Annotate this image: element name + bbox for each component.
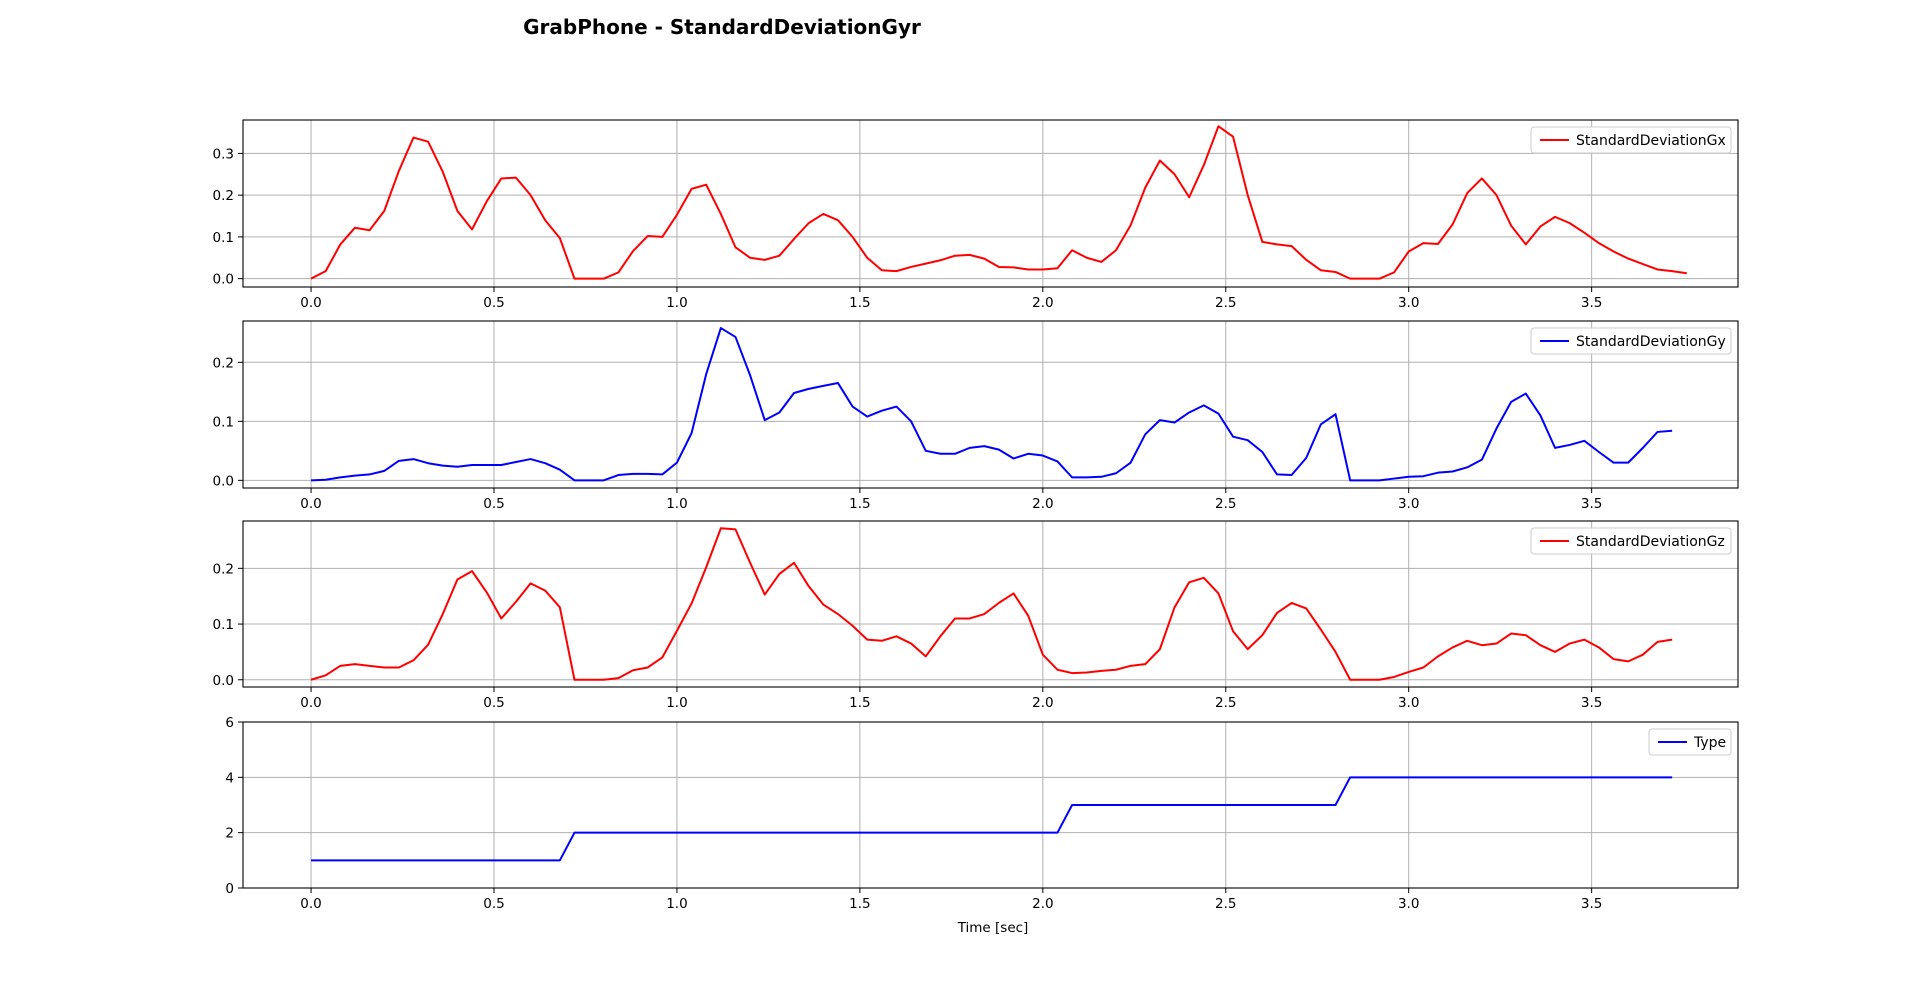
subplot-3: 0.0 0.5 1.0 1.5 2.0 2.5 3.0 3.5 0.0 0.1 0.2 Standar… [213,520,1739,711]
y-tick-label: 0.2 [213,355,234,371]
x-tick-label: 0.5 [483,496,504,512]
x-tick-label: 0.5 [483,896,504,912]
y-tick-label: 0.2 [213,188,234,204]
legend: Type [1648,728,1732,756]
x-tick-label: 3.0 [1398,695,1419,711]
x-tick-label: 0.5 [483,295,504,311]
x-tick-label: 1.0 [666,695,687,711]
legend-label: StandardDeviationGz [1576,534,1725,550]
series-line-Type [311,776,1673,862]
y-tick-label: 0.2 [213,561,234,577]
x-tick-label: 2.5 [1215,896,1236,912]
series-line-StandardDeviationGz [310,527,1673,681]
x-tick-label: 0.0 [300,695,321,711]
subplot-4: 0.0 0.5 1.0 1.5 2.0 2.5 3.0 3.5 0 2 4 6 Type [225,715,1739,912]
x-tick-label: 3.5 [1581,496,1602,512]
x-tick-label: 1.5 [849,496,870,512]
y-tick-label: 0.0 [213,473,234,489]
x-tick-label: 2.5 [1215,695,1236,711]
axes-frame [242,320,1739,489]
legend-box [1530,527,1732,555]
x-tick-label: 3.0 [1398,496,1419,512]
legend-box [1530,126,1732,154]
x-tick-label: 0.0 [300,896,321,912]
x-tick-label: 3.0 [1398,896,1419,912]
subplots: 0.0 0.5 1.0 1.5 2.0 2.5 3.0 3.5 0.0 0.1 0.2 0.3 Stan… [213,119,1739,912]
x-tick-label: 2.0 [1032,896,1053,912]
x-tick-label: 1.5 [849,896,870,912]
x-tick-label: 1.0 [666,295,687,311]
axes-frame [242,520,1739,688]
y-tick-label: 0.0 [213,673,234,689]
legend-label: Type [1693,735,1726,751]
legend-box [1648,728,1732,756]
x-tick-label: 1.0 [666,896,687,912]
y-tick-label: 6 [225,715,234,731]
x-tick-label: 1.5 [849,295,870,311]
legend-label: StandardDeviationGx [1576,133,1726,149]
legend: StandardDeviationGy [1530,327,1732,355]
legend: StandardDeviationGx [1530,126,1732,154]
y-tick-label: 0 [225,881,234,897]
x-tick-label: 1.5 [849,695,870,711]
x-tick-label: 1.0 [666,496,687,512]
x-axis-label: Time [sec] [957,920,1029,936]
y-tick-label: 0.1 [213,414,234,430]
subplot-2: 0.0 0.5 1.0 1.5 2.0 2.5 3.0 3.5 0.0 0.1 0.2 Standar… [213,320,1739,512]
x-tick-label: 0.0 [300,496,321,512]
y-tick-label: 0.3 [213,146,234,162]
x-tick-label: 2.0 [1032,695,1053,711]
x-tick-label: 0.5 [483,695,504,711]
legend-box [1530,327,1732,355]
x-tick-label: 3.5 [1581,295,1602,311]
series-line-StandardDeviationGy [311,327,1673,482]
axes-frame [242,119,1739,288]
legend-label: StandardDeviationGy [1576,334,1726,350]
y-tick-label: 0.1 [213,230,234,246]
x-tick-label: 3.0 [1398,295,1419,311]
x-tick-label: 2.5 [1215,295,1236,311]
y-tick-label: 0.0 [213,272,234,288]
x-tick-label: 2.5 [1215,496,1236,512]
series-line-StandardDeviationGx [310,125,1687,280]
subplot-1: 0.0 0.5 1.0 1.5 2.0 2.5 3.0 3.5 0.0 0.1 0.2 0.3 Stan… [213,119,1739,311]
x-tick-label: 3.5 [1581,896,1602,912]
chart-title: GrabPhone - StandardDeviationGyr [523,15,921,39]
y-tick-label: 4 [225,770,234,786]
legend: StandardDeviationGz [1530,527,1732,555]
x-tick-label: 2.0 [1032,496,1053,512]
x-tick-label: 3.5 [1581,695,1602,711]
y-tick-label: 2 [225,826,234,842]
x-tick-label: 0.0 [300,295,321,311]
axes-frame [242,721,1739,889]
x-tick-label: 2.0 [1032,295,1053,311]
y-tick-label: 0.1 [213,617,234,633]
